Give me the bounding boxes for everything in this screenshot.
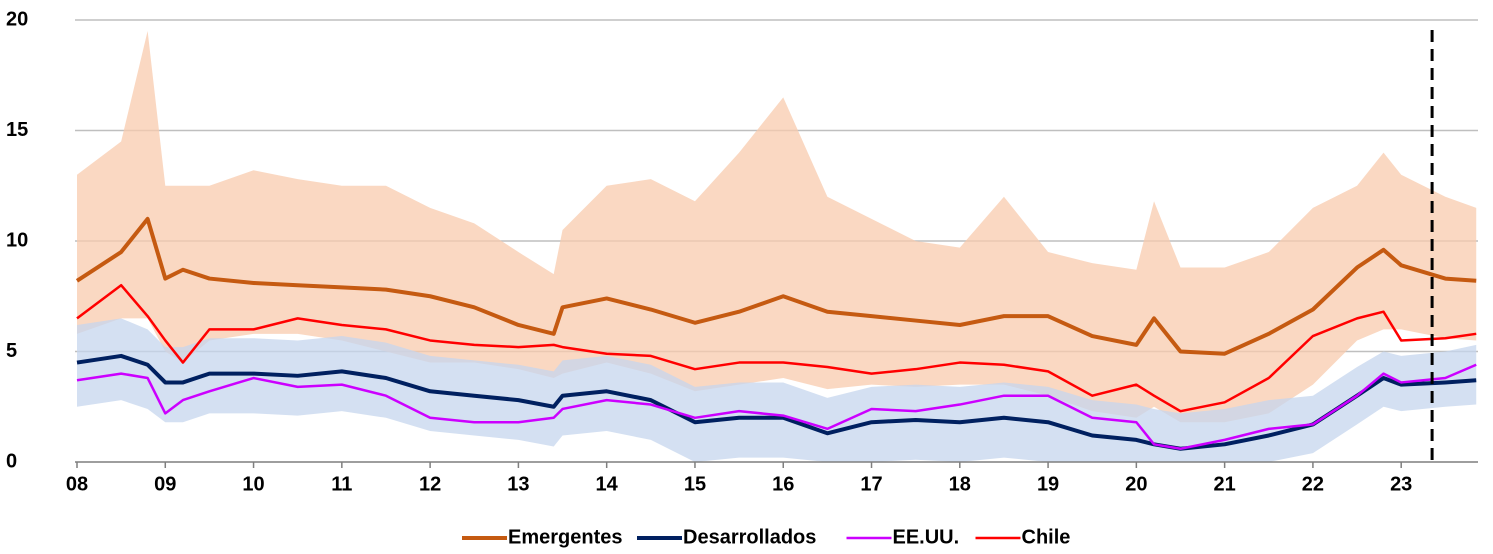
legend-label: EE.UU. <box>893 526 960 548</box>
legend-item: EE.UU. <box>846 526 960 548</box>
y-tick-label: 15 <box>6 119 28 141</box>
x-tick-label: 16 <box>772 473 794 495</box>
range-band <box>77 318 1477 462</box>
legend-label: Emergentes <box>508 526 623 548</box>
y-tick-label: 20 <box>6 8 28 30</box>
x-tick-label: 10 <box>242 473 264 495</box>
series-line <box>75 216 1477 356</box>
legend-label: Desarrollados <box>683 526 816 548</box>
x-tick-label: 08 <box>66 473 88 495</box>
legend-label: Chile <box>1022 526 1071 548</box>
x-tick-label: 22 <box>1302 473 1324 495</box>
x-tick-label: 12 <box>419 473 441 495</box>
y-tick-label: 10 <box>6 229 28 251</box>
x-tick-label: 19 <box>1037 473 1059 495</box>
x-tick-label: 17 <box>860 473 882 495</box>
x-tick-label: 20 <box>1125 473 1147 495</box>
x-tick-label: 18 <box>949 473 971 495</box>
y-tick-label: 5 <box>6 340 17 362</box>
x-tick-label: 23 <box>1390 473 1412 495</box>
range-band <box>77 31 1477 423</box>
x-tick-label: 09 <box>154 473 176 495</box>
legend-item: Desarrollados <box>637 526 816 548</box>
legend-item: Chile <box>975 526 1071 548</box>
x-tick-label: 15 <box>684 473 706 495</box>
y-tick-label: 0 <box>6 450 17 472</box>
legend-item: Emergentes <box>462 526 623 548</box>
x-tick-label: 14 <box>596 473 619 495</box>
series-line <box>76 283 1477 413</box>
series-line <box>76 353 1477 451</box>
x-tick-label: 21 <box>1214 473 1236 495</box>
x-tick-label: 13 <box>507 473 529 495</box>
series-line <box>76 363 1477 450</box>
x-tick-label: 11 <box>331 473 352 495</box>
